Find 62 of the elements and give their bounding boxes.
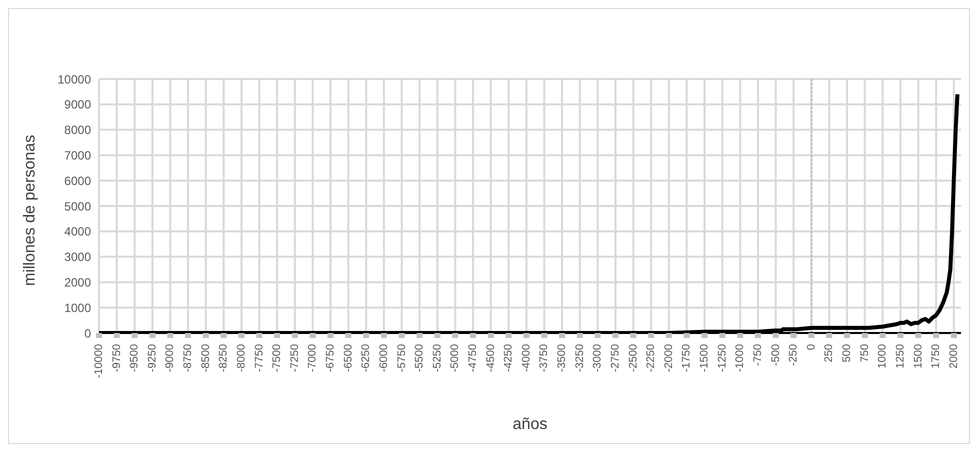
x-tick-label: -9000 — [164, 344, 176, 372]
x-tick-label: -1250 — [716, 344, 728, 372]
x-tick-label: -5000 — [449, 344, 462, 372]
x-tick-label: 1250 — [894, 344, 906, 368]
x-tick-label: -9750 — [110, 344, 123, 372]
x-tick-label: -4250 — [502, 344, 515, 372]
x-tick-label: -6500 — [342, 344, 354, 372]
x-tick-label: -4750 — [467, 344, 480, 372]
x-tick-label: -1750 — [680, 344, 693, 372]
x-tick-label: -4500 — [484, 344, 497, 372]
x-tick-label: -9250 — [146, 344, 158, 372]
x-tick-label: -10000 — [93, 344, 105, 378]
x-tick-label: -6750 — [324, 344, 337, 372]
x-axis-title: años — [512, 416, 548, 433]
x-tick-label: 500 — [841, 344, 854, 362]
y-tick-label: 10000 — [58, 72, 92, 86]
x-tick-label: -3000 — [592, 344, 604, 372]
x-tick-label: -250 — [788, 344, 800, 366]
x-tick-label: -5750 — [396, 344, 408, 372]
y-tick-label: 1000 — [64, 300, 92, 315]
y-tick-label: 6000 — [64, 174, 92, 188]
x-tick-label: -2000 — [662, 344, 675, 372]
y-tick-label: 4000 — [64, 224, 92, 239]
x-tick-label: -2500 — [627, 344, 640, 372]
x-tick-label: 250 — [823, 344, 836, 362]
x-tick-label: -7000 — [306, 344, 319, 372]
x-tick-label: 1750 — [930, 344, 942, 368]
x-tick-label: -3750 — [538, 344, 550, 372]
x-tick-label: 2000 — [948, 344, 960, 368]
x-tick-label: -9500 — [128, 344, 141, 372]
x-tick-label: -500 — [770, 344, 782, 366]
y-tick-label: 7000 — [64, 148, 92, 162]
x-tick-label: 1000 — [876, 344, 889, 368]
y-tick-label: 2000 — [64, 275, 92, 290]
x-tick-label: -8250 — [218, 344, 230, 372]
x-tick-label: -5500 — [414, 344, 426, 372]
y-tick-label: 5000 — [64, 199, 92, 214]
x-tick-label: -1000 — [734, 344, 746, 372]
x-tick-label: 0 — [805, 344, 818, 350]
y-tick-label: 3000 — [64, 250, 92, 264]
x-tick-label: -750 — [752, 344, 764, 366]
x-tick-label: -8500 — [200, 344, 212, 372]
y-tick-label: 0 — [84, 326, 92, 340]
x-tick-label: -8000 — [235, 344, 248, 372]
y-tick-label: 8000 — [64, 123, 92, 138]
x-tick-label: -6000 — [378, 344, 390, 372]
x-tick-label: -7500 — [271, 344, 284, 372]
x-tick-label: -1500 — [698, 344, 711, 372]
x-tick-label: -3250 — [574, 344, 586, 372]
x-tick-label: 1500 — [912, 344, 924, 368]
x-tick-label: -7750 — [253, 344, 266, 372]
x-tick-label: -3500 — [556, 344, 568, 372]
x-tick-label: -5250 — [431, 344, 444, 372]
x-tick-label: -6250 — [360, 344, 372, 372]
x-tick-label: -4000 — [520, 344, 532, 372]
y-tick-label: 9000 — [64, 98, 92, 112]
x-tick-label: -8750 — [182, 344, 194, 372]
x-tick-label: -2250 — [645, 344, 658, 372]
x-tick-label: 750 — [858, 344, 871, 362]
x-tick-label: -2750 — [609, 344, 622, 372]
x-tick-label: -7250 — [288, 344, 301, 372]
y-axis-title: millones de personas — [22, 134, 39, 286]
